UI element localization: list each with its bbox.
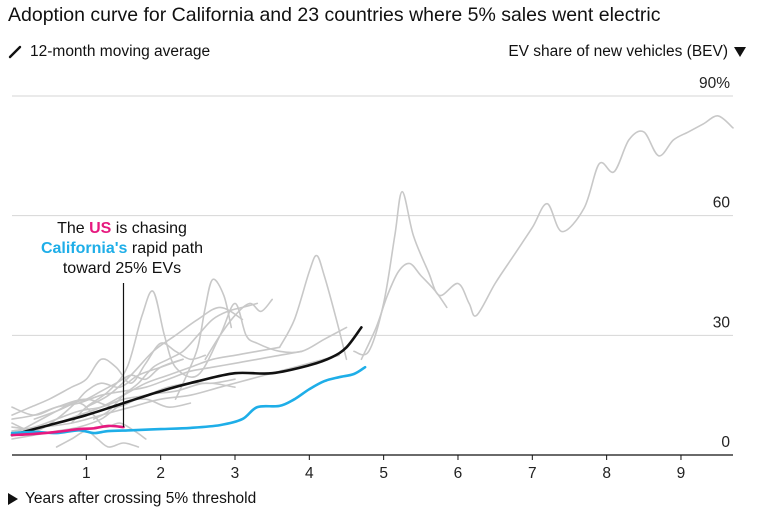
legend: 12-month moving average <box>8 43 210 61</box>
x-tick-label: 2 <box>156 465 165 482</box>
country-series-line <box>85 306 244 408</box>
tick-labels: 0 30 60 90% 1 2 3 4 5 6 7 8 9 <box>82 75 730 482</box>
series-lines <box>10 115 734 448</box>
y-axis-label-text: EV share of new vehicles (BEV) <box>508 43 728 60</box>
triangle-down-icon <box>734 47 746 57</box>
x-axis-label-text: Years after crossing 5% threshold <box>25 490 257 507</box>
y-tick-label: 60 <box>713 195 731 212</box>
country-series-line <box>360 262 448 361</box>
annotation-line-3: toward 25% EVs <box>63 260 181 277</box>
x-tick-label: 8 <box>602 465 611 482</box>
x-tick-label: 1 <box>82 465 91 482</box>
annotation-line-2: California's rapid path <box>41 240 203 257</box>
annotation-line-1: The US is chasing <box>57 220 187 237</box>
chart-title: Adoption curve for California and 23 cou… <box>8 4 661 26</box>
gridlines <box>12 95 733 460</box>
country-series-line <box>11 342 207 416</box>
country-series-line <box>278 254 348 361</box>
slash-line-icon <box>8 45 22 59</box>
x-tick-label: 5 <box>379 465 388 482</box>
country-series-line <box>55 430 140 448</box>
y-tick-label: 0 <box>721 434 730 451</box>
legend-label: 12-month moving average <box>30 43 211 60</box>
country-series-line <box>11 382 236 416</box>
x-tick-label: 6 <box>454 465 463 482</box>
y-axis-label: EV share of new vehicles (BEV) <box>508 43 746 61</box>
annotation: The US is chasing California's rapid path… <box>41 220 203 428</box>
country-series-line <box>70 290 348 424</box>
y-tick-label: 90% <box>699 75 730 92</box>
y-tick-label: 30 <box>713 314 731 331</box>
triangle-right-icon <box>8 493 18 505</box>
x-tick-label: 7 <box>528 465 537 482</box>
x-tick-label: 9 <box>677 465 686 482</box>
country-series-line <box>353 115 734 356</box>
x-tick-label: 3 <box>231 465 240 482</box>
x-tick-label: 4 <box>305 465 314 482</box>
x-axis-label: Years after crossing 5% threshold <box>8 490 256 508</box>
country-series-line <box>204 298 273 361</box>
highlighted-series-line <box>10 326 363 437</box>
country-series-line <box>11 358 184 436</box>
country-series-line <box>11 350 303 420</box>
us-series-line <box>10 424 125 437</box>
